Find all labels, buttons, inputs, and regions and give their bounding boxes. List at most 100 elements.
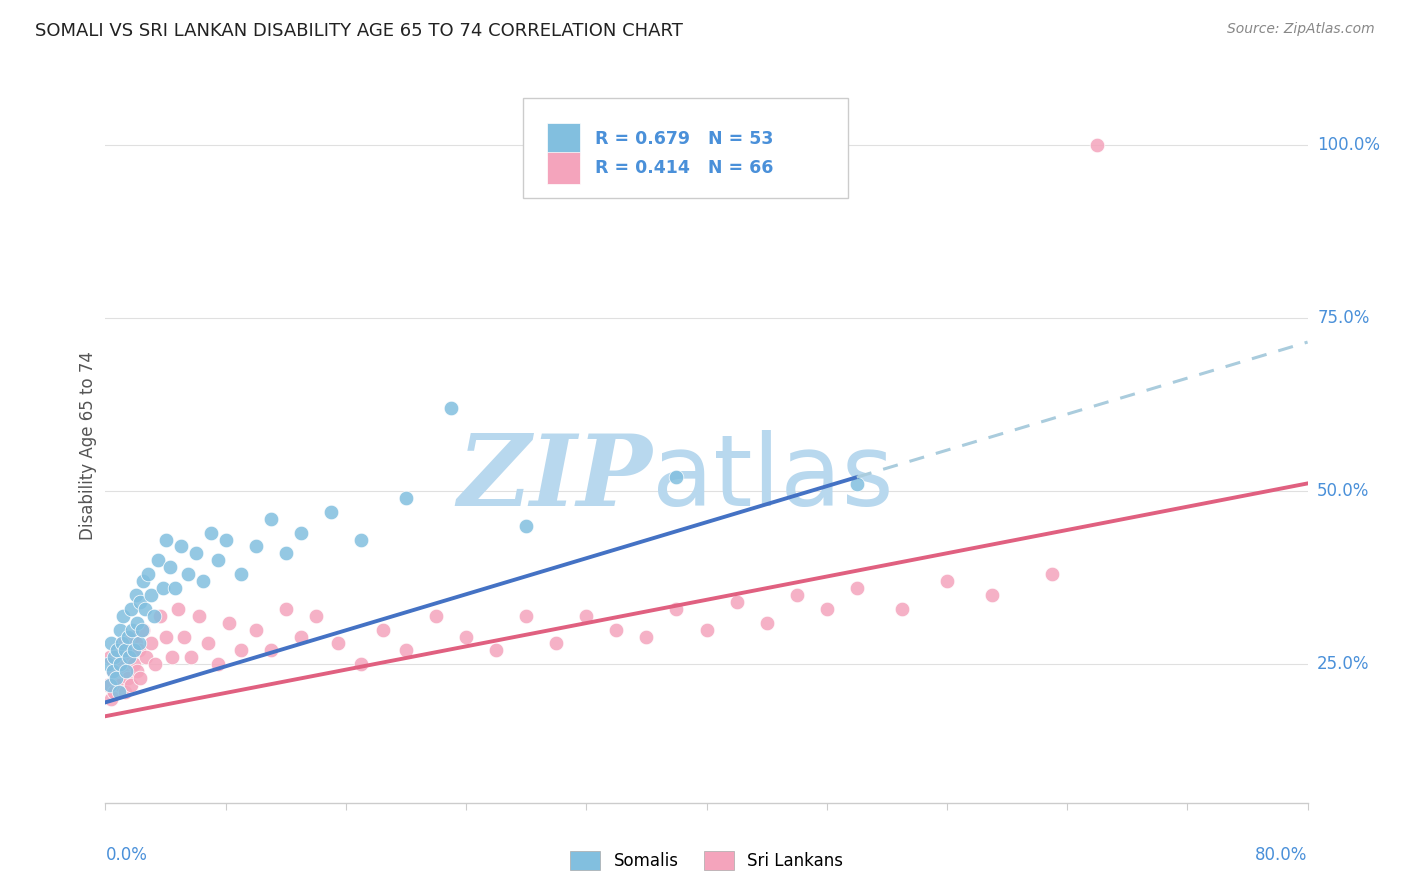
Point xyxy=(163,581,186,595)
Point xyxy=(121,630,143,644)
Point xyxy=(197,636,219,650)
Text: 0.0%: 0.0% xyxy=(105,846,148,863)
Point xyxy=(395,643,418,657)
FancyBboxPatch shape xyxy=(523,98,848,198)
Point xyxy=(136,567,159,582)
Point xyxy=(135,650,157,665)
Text: SOMALI VS SRI LANKAN DISABILITY AGE 65 TO 74 CORRELATION CHART: SOMALI VS SRI LANKAN DISABILITY AGE 65 T… xyxy=(35,22,683,40)
Point xyxy=(260,512,283,526)
Point xyxy=(636,630,658,644)
Point xyxy=(373,623,395,637)
Point xyxy=(245,540,267,554)
Point xyxy=(207,657,229,672)
Point xyxy=(166,602,188,616)
Point xyxy=(115,643,138,657)
Point xyxy=(124,636,146,650)
Text: 25.0%: 25.0% xyxy=(1317,656,1369,673)
Text: atlas: atlas xyxy=(652,430,894,526)
Point xyxy=(200,525,222,540)
Point xyxy=(114,643,136,657)
Point xyxy=(131,623,153,637)
Point xyxy=(100,636,122,650)
Point xyxy=(108,685,131,699)
Point xyxy=(124,588,146,602)
Point xyxy=(229,643,252,657)
Point xyxy=(98,678,121,692)
Point xyxy=(111,636,134,650)
Point xyxy=(845,477,868,491)
Point xyxy=(1040,567,1063,582)
Point xyxy=(143,657,166,672)
Point xyxy=(111,636,134,650)
Point xyxy=(605,623,627,637)
Point xyxy=(245,623,267,637)
Point xyxy=(104,643,127,657)
Point xyxy=(125,615,148,630)
Point xyxy=(128,643,150,657)
Point xyxy=(155,533,177,547)
Legend: Somalis, Sri Lankans: Somalis, Sri Lankans xyxy=(564,844,849,877)
Point xyxy=(173,630,195,644)
Point xyxy=(121,623,143,637)
Point xyxy=(114,685,136,699)
Point xyxy=(786,588,808,602)
Point xyxy=(207,553,229,567)
Point xyxy=(97,657,120,672)
Point xyxy=(103,650,125,665)
Point xyxy=(214,533,236,547)
Point xyxy=(118,650,141,665)
Point xyxy=(129,671,152,685)
Text: R = 0.679   N = 53: R = 0.679 N = 53 xyxy=(595,130,773,148)
Point xyxy=(107,643,129,657)
Point xyxy=(575,608,598,623)
Point xyxy=(515,518,537,533)
Point xyxy=(890,602,912,616)
Point xyxy=(755,615,778,630)
Point xyxy=(936,574,959,588)
Point xyxy=(328,636,350,650)
Point xyxy=(665,470,688,484)
Point xyxy=(122,643,145,657)
Point xyxy=(112,608,135,623)
Point xyxy=(725,595,748,609)
Point xyxy=(305,608,328,623)
Point xyxy=(115,664,138,678)
Point xyxy=(110,678,132,692)
Point xyxy=(546,636,568,650)
Point xyxy=(187,608,209,623)
Point xyxy=(515,608,537,623)
Point xyxy=(101,664,124,678)
Point xyxy=(160,650,183,665)
Point xyxy=(665,602,688,616)
Point xyxy=(139,636,162,650)
Point xyxy=(696,623,718,637)
Point xyxy=(142,608,165,623)
Point xyxy=(139,588,162,602)
Point xyxy=(129,595,152,609)
Point xyxy=(125,664,148,678)
Text: 100.0%: 100.0% xyxy=(1317,136,1381,153)
Point xyxy=(146,553,169,567)
Text: R = 0.414   N = 66: R = 0.414 N = 66 xyxy=(595,159,773,177)
Text: 75.0%: 75.0% xyxy=(1317,309,1369,326)
Point xyxy=(120,678,142,692)
Point xyxy=(120,602,142,616)
Point xyxy=(425,608,447,623)
Point xyxy=(815,602,838,616)
Point xyxy=(112,664,135,678)
Point xyxy=(440,401,463,415)
Point xyxy=(260,643,283,657)
Point xyxy=(350,657,373,672)
Point xyxy=(229,567,252,582)
Point xyxy=(155,630,177,644)
Point xyxy=(1085,137,1108,152)
Point xyxy=(350,533,373,547)
Point xyxy=(274,602,297,616)
Point xyxy=(485,643,508,657)
Point xyxy=(290,525,312,540)
Point xyxy=(110,657,132,672)
Point xyxy=(180,650,202,665)
Point xyxy=(117,630,139,644)
Text: ZIP: ZIP xyxy=(457,430,652,526)
Point xyxy=(97,678,120,692)
